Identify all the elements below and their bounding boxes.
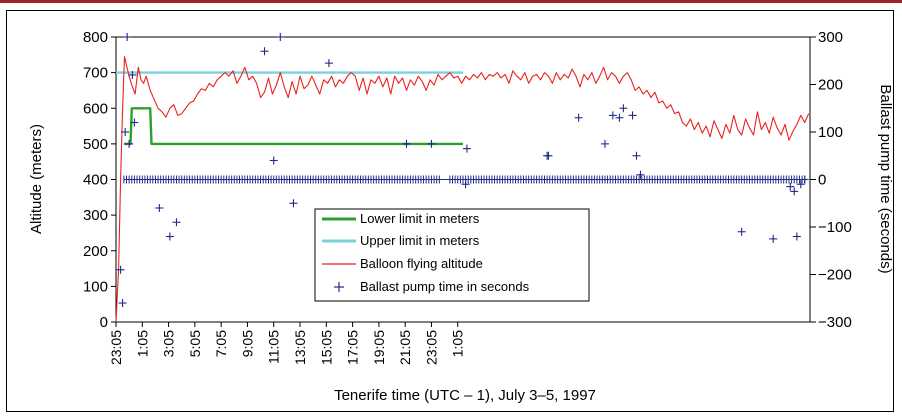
legend-label-lower: Lower limit in meters [360,211,480,226]
ballast-point [769,234,778,243]
ballast-point [155,204,164,212]
x-tick-label: 19:05 [371,330,387,365]
y-tick-label-right: 100 [818,124,843,141]
x-tick-label: 5:05 [187,330,203,357]
legend-box [314,208,590,302]
legend: Lower limit in meters Upper limit in met… [314,208,590,302]
ballast-point [632,151,641,160]
legend-label-upper: Upper limit in meters [360,233,480,248]
y-tick-label-left: 700 [83,65,108,82]
ballast-point [118,299,127,307]
y-tick-label-right: 300 [818,29,843,46]
ballast-point [116,265,125,274]
ballast-point [737,227,746,236]
ballast-point [289,199,298,208]
ballast-point [608,111,617,120]
ballast-baseline-markers [123,175,807,184]
series-layer [115,33,810,323]
ballast-point [260,47,269,56]
ballast-point [165,232,174,241]
legend-swatch-ballast [334,282,344,292]
ballast-point [796,180,805,189]
y-tick-label-right: −300 [818,314,852,331]
y-tick-label-right: −200 [818,267,852,284]
y-axis-label-left: Altitude (meters) [28,124,45,234]
ballast-point [790,187,799,196]
y-tick-label-left: 100 [83,278,108,295]
series-balloon-altitude [115,56,810,323]
y-tick-label-left: 400 [83,172,108,189]
y-tick-label-left: 800 [83,29,108,46]
y-tick-label-right: 200 [818,77,843,94]
ballast-point [615,113,624,122]
ballast-point [574,113,583,122]
y-axis-label-right: Ballast pump time (seconds) [877,84,894,273]
series-ballast-pump [116,33,809,307]
ballast-point [600,139,609,148]
x-tick-label: 1:05 [450,330,466,357]
y-axis-right: −300 −200 −100 0 100 200 300 [810,29,852,331]
x-axis-label: Tenerife time (UTC – 1), July 3–5, 1997 [334,387,596,404]
ballast-point [402,139,411,148]
y-tick-label-left: 600 [83,100,108,117]
ballast-point [123,33,132,41]
y-tick-label-left: 200 [83,243,108,260]
legend-label-ballast: Ballast pump time in seconds [360,279,530,294]
x-tick-label: 15:05 [318,330,334,365]
y-tick-label-left: 300 [83,207,108,224]
ballast-point [619,104,628,113]
ballast-point [427,139,436,148]
ballast-point [786,182,795,191]
ballast-point [172,218,181,227]
x-tick-label: 23:05 [424,330,440,365]
ballast-point [125,139,134,148]
x-tick-label: 17:05 [345,330,361,365]
ballast-point [128,71,137,79]
ballast-point [544,151,553,160]
x-tick-label: 11:05 [266,330,282,364]
x-tick-label: 7:05 [213,330,229,357]
ballast-point [121,128,130,136]
x-tick-label: 21:05 [397,330,413,365]
y-tick-label-right: −100 [818,219,852,236]
x-tick-label: 23:05 [108,330,124,365]
y-tick-label-left: 500 [83,136,108,153]
ballast-point [636,170,645,179]
x-tick-label: 1:05 [134,330,150,357]
ballast-point [628,111,637,120]
x-axis: 23:05 1:05 3:05 5:05 7:05 9:05 11:05 13:05 15:05… [108,322,466,365]
ballast-point [792,232,801,241]
x-tick-label: 3:05 [161,330,177,357]
legend-label-altitude: Balloon flying altitude [360,256,483,271]
ballast-point [269,156,278,165]
ballast-point [462,144,471,153]
ballast-point [130,118,139,127]
series-lower-limit [123,107,463,146]
x-tick-label: 9:05 [239,330,255,357]
figure-frame [6,10,894,412]
y-tick-label-right: 0 [818,172,826,189]
x-tick-label: 13:05 [292,330,308,365]
y-axis-left: 0 100 200 300 400 500 600 700 800 [83,29,116,331]
ballast-point [324,59,333,68]
ballast-point [276,33,285,41]
axes: 0 100 200 300 400 500 600 700 800 −300 −200 −100 0 10… [83,29,852,365]
top-accent-bar [0,0,902,3]
y-tick-label-left: 0 [100,314,108,331]
